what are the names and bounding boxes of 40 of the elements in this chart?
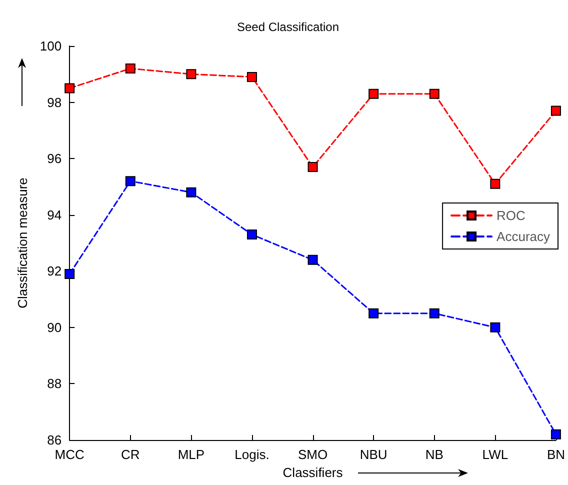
x-axis-title: Classifiers — [282, 464, 344, 480]
point — [125, 64, 136, 74]
point — [186, 187, 196, 198]
x-tick-label: SMO — [298, 447, 328, 462]
y-tick-label: 94 — [47, 207, 62, 222]
point — [550, 106, 561, 116]
x-tick-label: MCC — [54, 447, 84, 462]
legend-label: ROC — [496, 208, 526, 223]
point — [308, 254, 318, 265]
point — [246, 230, 257, 240]
point — [368, 308, 379, 318]
y-tick-label: 88 — [47, 376, 62, 392]
point — [308, 162, 318, 172]
point — [429, 308, 440, 318]
x-tick-label: NB — [425, 447, 444, 462]
y-tick-label: 96 — [47, 151, 62, 166]
legend-label: Accuracy — [496, 229, 550, 244]
point — [64, 268, 75, 279]
chart-title: Seed Classification — [236, 20, 340, 34]
y-tick-label: 92 — [47, 264, 62, 279]
y-tick-label: 100 — [40, 38, 62, 54]
point — [125, 176, 136, 186]
x-tick-label: NBU — [360, 447, 388, 462]
x-tick-label: BN — [546, 447, 565, 462]
point — [186, 69, 196, 80]
point — [64, 83, 75, 94]
y-tick-label: 86 — [47, 432, 62, 448]
y-tick-label: 90 — [47, 320, 62, 335]
x-tick-label: CR — [120, 447, 140, 462]
x-tick-label: LWL — [482, 447, 508, 462]
point — [368, 88, 379, 99]
x-tick-label: MLP — [178, 447, 205, 462]
point — [550, 429, 561, 440]
y-axis-title: Classification measure — [15, 178, 30, 308]
x-tick-label: Logis. — [234, 447, 270, 462]
y-tick-label: 98 — [47, 94, 62, 110]
point — [490, 322, 500, 332]
point — [429, 88, 440, 99]
point — [246, 72, 257, 82]
point — [490, 178, 500, 189]
